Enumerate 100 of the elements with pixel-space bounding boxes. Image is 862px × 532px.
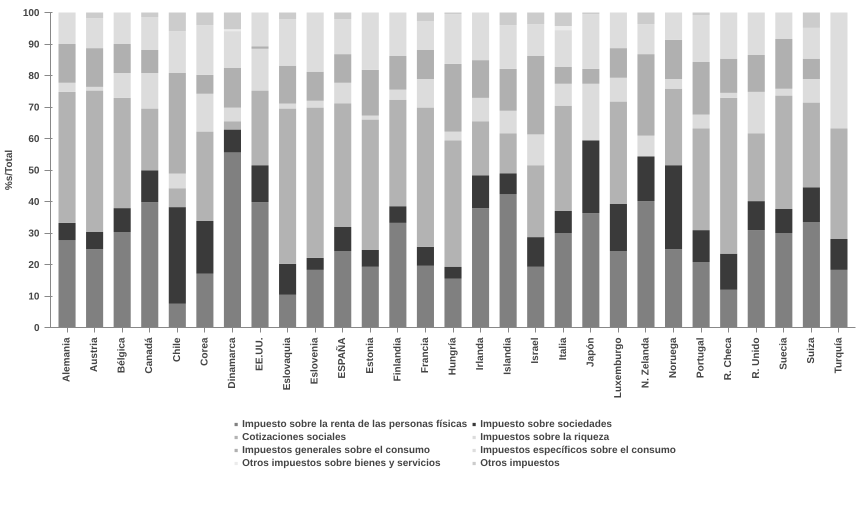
bar (637, 54, 655, 136)
bar (86, 18, 104, 48)
bar (86, 48, 104, 87)
bar (610, 204, 627, 251)
bar (141, 108, 158, 170)
x-tick-label: Turquía (833, 337, 844, 374)
bar (692, 62, 710, 115)
bar (665, 88, 682, 166)
bar (362, 116, 379, 120)
bar (114, 44, 131, 73)
bar (582, 14, 600, 69)
bar (196, 132, 214, 222)
bar (500, 12, 517, 26)
bar (472, 121, 490, 176)
bar (168, 173, 186, 188)
legend-label: Impuesto sobre sociedades (480, 418, 612, 430)
bar (86, 232, 104, 250)
bar (86, 90, 104, 232)
legend-label: Cotizaciones sociales (242, 432, 346, 442)
bar (224, 108, 241, 122)
bar (279, 264, 296, 295)
bar (279, 12, 296, 20)
bar (775, 209, 792, 233)
bar (775, 88, 792, 96)
legend-label: Impuestos específicos sobre el consumo (480, 444, 676, 456)
bar (141, 170, 158, 202)
bar (748, 55, 765, 92)
y-tick-label: 0 (34, 323, 40, 334)
bar (334, 12, 352, 20)
x-tick-label: N. Zelanda (640, 337, 652, 388)
bar (444, 140, 462, 267)
bar (196, 74, 214, 94)
bar (830, 128, 848, 239)
y-tick-label: 80 (28, 71, 40, 82)
bar (196, 94, 214, 132)
y-tick-label: 90 (28, 40, 40, 50)
bar (251, 48, 269, 91)
bar (416, 108, 434, 247)
bar (362, 250, 379, 267)
bar (692, 128, 710, 230)
bar (279, 66, 296, 104)
bar (720, 98, 738, 254)
bar (306, 258, 324, 270)
bar (416, 50, 434, 79)
bar (114, 98, 131, 208)
bar (665, 165, 682, 250)
bar (224, 130, 241, 152)
bar (748, 133, 765, 202)
bar (114, 12, 131, 44)
bar (610, 102, 627, 204)
bar (720, 254, 738, 290)
bar (554, 106, 572, 211)
bar (444, 132, 462, 140)
x-tick-label: Corea (199, 337, 210, 366)
y-tick-label: 40 (28, 197, 40, 208)
x-tick-label: Francia (420, 337, 431, 374)
bar (692, 230, 710, 262)
x-tick-label: Estonia (364, 337, 376, 374)
bar (692, 12, 710, 16)
legend-label: Impuestos generales sobre el consumo (242, 444, 430, 456)
bar (720, 92, 738, 98)
bar (86, 12, 104, 18)
bar (637, 12, 655, 24)
bar (802, 12, 820, 28)
bar (554, 66, 572, 84)
bar (114, 208, 131, 232)
x-tick-label: Hungría (448, 337, 458, 376)
x-tick-label: Dinamarca (226, 337, 238, 389)
bar (692, 15, 710, 62)
bar (610, 12, 627, 48)
bar (720, 58, 738, 93)
bar (306, 12, 324, 72)
bar (500, 110, 517, 134)
bar (610, 48, 627, 78)
y-tick-label: 60 (28, 134, 40, 145)
bar (334, 227, 352, 251)
bar (389, 56, 406, 90)
bar (141, 72, 158, 109)
bar (527, 237, 544, 267)
bar (334, 19, 352, 54)
bar (472, 60, 490, 98)
bar (279, 108, 296, 264)
bar (168, 12, 186, 32)
x-tick-label: Suiza (806, 337, 817, 364)
bar (444, 266, 462, 279)
bar (554, 210, 572, 233)
legend-label: Impuestos sobre la riqueza (480, 432, 610, 442)
bar (168, 207, 186, 304)
bar (334, 104, 352, 228)
legend-label: Otros impuestos (480, 458, 560, 468)
x-tick-label: Noruega (668, 337, 680, 378)
bar (554, 30, 572, 67)
bar (196, 25, 214, 75)
bar (802, 58, 820, 79)
bar (582, 68, 600, 84)
bar (802, 28, 820, 59)
bar (775, 96, 792, 210)
y-tick-label: 70 (28, 102, 40, 114)
bar (389, 12, 406, 56)
bar (500, 68, 517, 111)
